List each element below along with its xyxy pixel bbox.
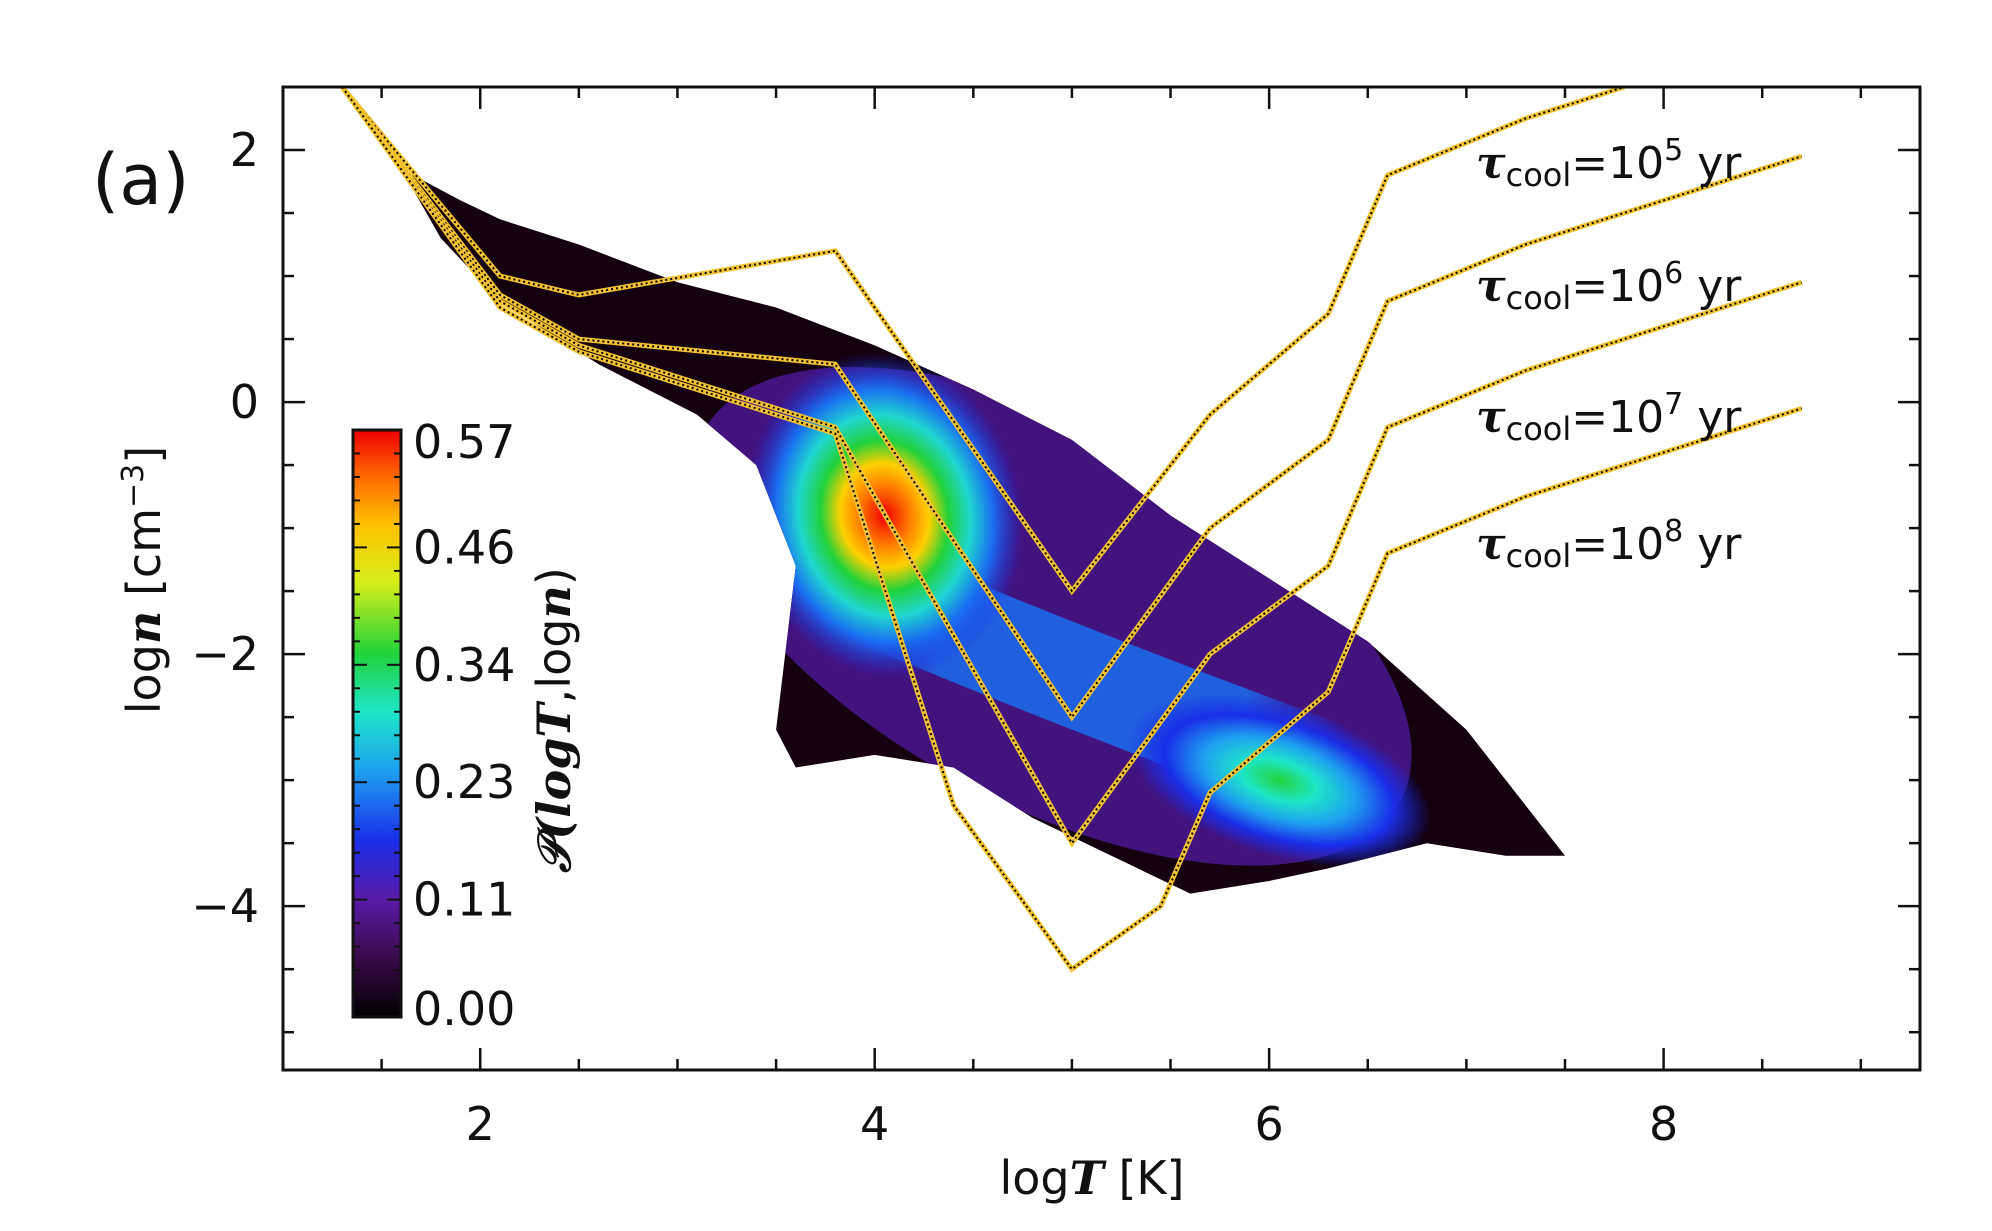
series-line-dots (341, 87, 1803, 719)
series-line-4 (340, 87, 1803, 973)
series-line-1 (340, 87, 1625, 596)
colorbar-gradient (351, 428, 403, 1019)
series-line-3 (340, 87, 1803, 848)
series-line-dots (341, 87, 1803, 971)
annotation-tcool-1e7: τcool=107 yr (1476, 387, 1742, 448)
annotation-tcool-1e6: τcool=106 yr (1476, 256, 1742, 317)
y-tick-label: 0 (230, 375, 259, 429)
density-peak-secondary (1127, 693, 1431, 868)
plot-area (340, 87, 1803, 973)
axis-tick-labels: 2 4 6 8 −4 −2 0 2 (191, 123, 1678, 1151)
cooling-time-annotations: τcool=105 yr τcool=106 yr τcool=107 yr τ… (1476, 133, 1742, 575)
x-tick-label: 4 (860, 1097, 889, 1151)
y-axis-label: logn [cm−3] (116, 446, 172, 714)
colorbar-tick-labels: 0.57 0.46 0.34 0.23 0.11 0.00 (413, 415, 515, 1036)
colorbar: 0.57 0.46 0.34 0.23 0.11 0.00 𝒫(logT,logn) (351, 415, 581, 1036)
series-line-dots (341, 87, 1625, 593)
panel-label: (a) (92, 139, 190, 221)
colorbar-tick-label: 0.34 (413, 638, 515, 692)
colorbar-tick-label: 0.57 (413, 415, 515, 469)
series-line-dots (341, 87, 1803, 846)
x-tick-label: 6 (1255, 1097, 1284, 1151)
y-tick-label: −4 (191, 879, 259, 933)
annotation-tcool-1e5: τcool=105 yr (1476, 133, 1742, 194)
colorbar-label: 𝒫(logT,logn) (527, 567, 581, 873)
plot-frame (281, 85, 1922, 1072)
y-tick-label: 2 (230, 123, 259, 177)
colorbar-tick-label: 0.46 (413, 520, 515, 574)
axis-ticks (283, 85, 1920, 1070)
colorbar-tick-label: 0.11 (413, 873, 515, 927)
annotation-tcool-1e8: τcool=108 yr (1476, 514, 1742, 575)
colorbar-tick-label: 0.23 (413, 755, 515, 809)
colorbar-tick-label: 0.00 (413, 982, 515, 1036)
y-tick-label: −2 (191, 627, 259, 681)
cooling-time-lines (340, 87, 1803, 973)
x-axis-label: logT [K] (999, 1151, 1184, 1205)
x-tick-label: 2 (466, 1097, 495, 1151)
x-tick-label: 8 (1649, 1097, 1678, 1151)
colorbar-ticks (353, 429, 401, 1018)
series-line-2 (340, 87, 1803, 722)
